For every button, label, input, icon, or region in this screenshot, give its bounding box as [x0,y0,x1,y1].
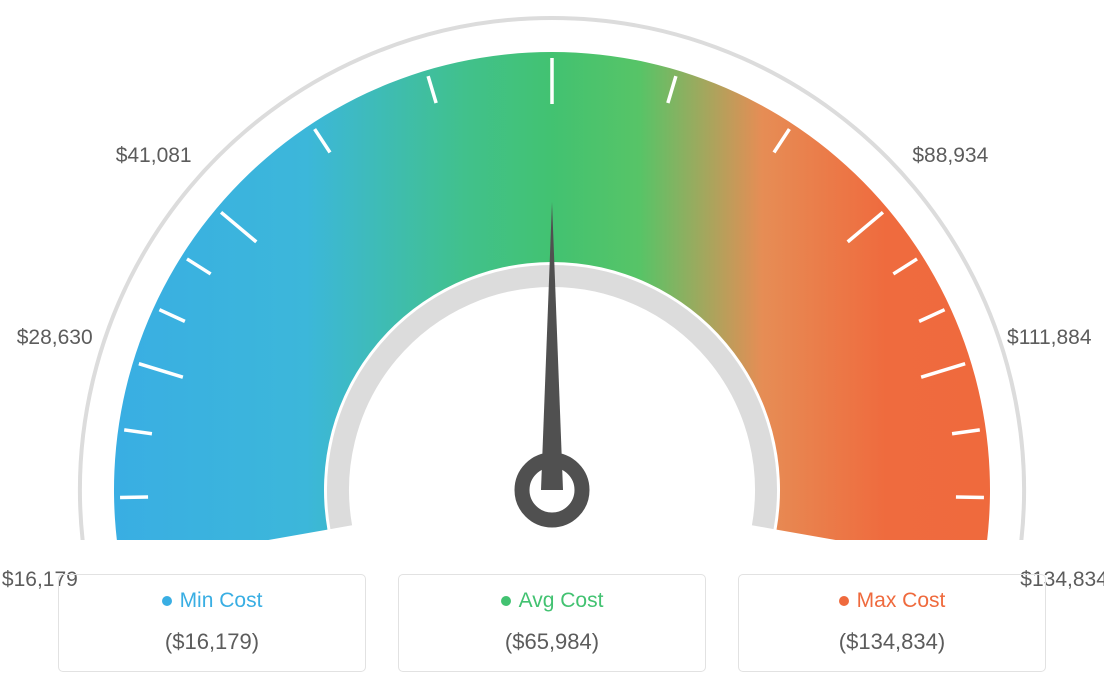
legend-label: Min Cost [180,589,263,613]
legend-card-avg: Avg Cost ($65,984) [398,574,706,672]
legend-value: ($65,984) [409,629,695,655]
legend-title-min: Min Cost [162,589,263,613]
scale-label: $111,884 [1007,326,1091,350]
legend-value: ($16,179) [69,629,355,655]
legend-card-min: Min Cost ($16,179) [58,574,366,672]
legend-label: Avg Cost [519,589,604,613]
legend-title-avg: Avg Cost [501,589,604,613]
dot-icon [839,596,849,606]
gauge-svg [0,0,1104,540]
legend-title-max: Max Cost [839,589,946,613]
legend-card-max: Max Cost ($134,834) [738,574,1046,672]
dot-icon [501,596,511,606]
scale-label: $88,934 [912,144,988,168]
scale-label: $28,630 [17,326,93,350]
legend-label: Max Cost [857,589,946,613]
scale-label: $41,081 [116,144,192,168]
cost-gauge: $16,179$28,630$41,081$65,984$88,934$111,… [0,0,1104,540]
legend-row: Min Cost ($16,179) Avg Cost ($65,984) Ma… [0,574,1104,672]
dot-icon [162,596,172,606]
legend-value: ($134,834) [749,629,1035,655]
